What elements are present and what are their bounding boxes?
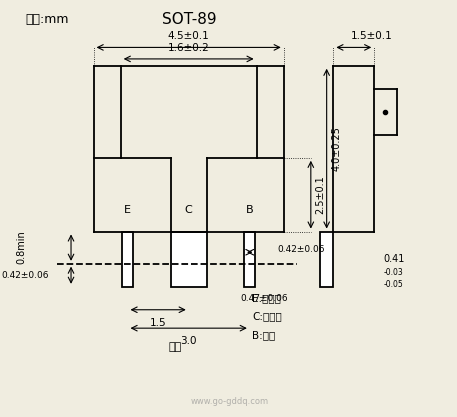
Text: 0.42±0.06: 0.42±0.06: [1, 271, 48, 280]
Text: 0.41: 0.41: [383, 254, 404, 264]
Bar: [244, 231, 255, 287]
Text: E:发射极: E:发射极: [252, 293, 281, 303]
Text: 4.5±0.1: 4.5±0.1: [168, 30, 210, 40]
Text: 0.42±0.06: 0.42±0.06: [277, 246, 324, 254]
Text: 电极: 电极: [169, 342, 182, 352]
Text: -0.05: -0.05: [383, 280, 403, 289]
Text: 1.6±0.2: 1.6±0.2: [168, 43, 210, 53]
Text: 3.0: 3.0: [181, 337, 197, 347]
Text: 0.8min: 0.8min: [17, 231, 27, 264]
Text: -0.03: -0.03: [383, 269, 403, 277]
Bar: [170, 231, 207, 287]
Text: C:集电极: C:集电极: [252, 311, 282, 322]
Text: 4.0±0.25: 4.0±0.25: [331, 126, 341, 171]
Text: SOT-89: SOT-89: [161, 12, 216, 27]
Bar: [122, 231, 133, 287]
Text: www.go-gddq.com: www.go-gddq.com: [190, 397, 268, 406]
Text: 1.5±0.1: 1.5±0.1: [351, 30, 393, 40]
Text: 单位:mm: 单位:mm: [26, 13, 69, 26]
Bar: [320, 231, 334, 287]
Text: B: B: [246, 206, 254, 216]
Text: 0.47±0.06: 0.47±0.06: [241, 294, 288, 303]
Text: C: C: [185, 206, 192, 216]
Text: B:基极: B:基极: [252, 330, 275, 340]
Text: 2.5±0.1: 2.5±0.1: [315, 175, 325, 214]
Text: 1.5: 1.5: [150, 318, 166, 328]
Text: E: E: [124, 206, 131, 216]
